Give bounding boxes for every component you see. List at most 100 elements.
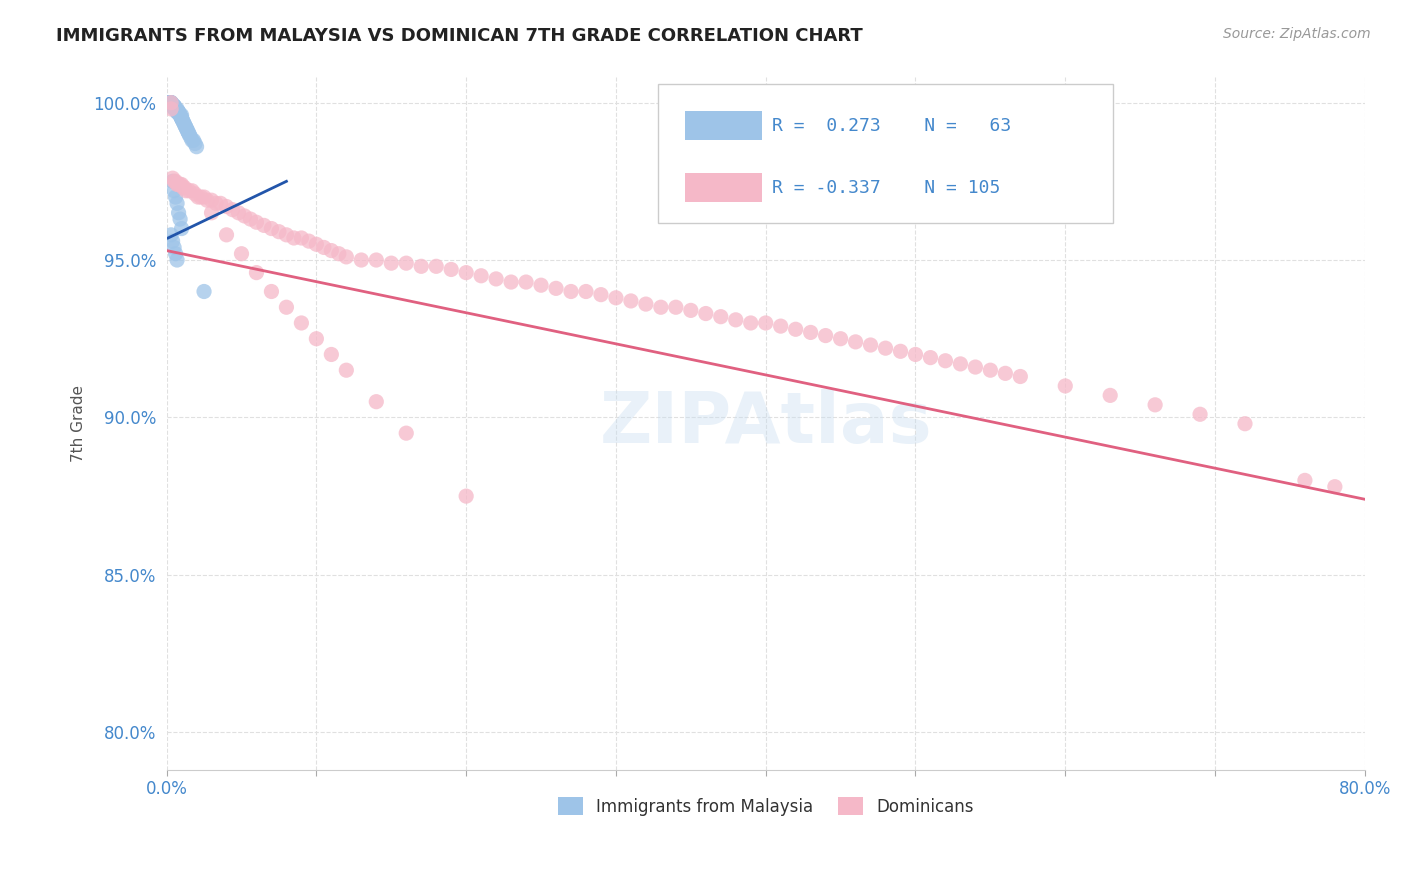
Text: R = -0.337    N = 105: R = -0.337 N = 105 bbox=[772, 179, 1000, 197]
Point bbox=[159, 95, 181, 110]
Point bbox=[276, 300, 298, 314]
Point bbox=[170, 112, 193, 126]
Point bbox=[167, 105, 190, 120]
Point bbox=[267, 225, 290, 239]
Point bbox=[173, 180, 195, 194]
Point bbox=[283, 231, 305, 245]
Point bbox=[172, 114, 194, 128]
Point bbox=[193, 285, 215, 299]
Point bbox=[172, 180, 194, 194]
Point bbox=[395, 426, 418, 441]
Point bbox=[160, 95, 183, 110]
Point bbox=[321, 347, 343, 361]
Point bbox=[221, 202, 243, 217]
Point bbox=[470, 268, 492, 283]
Point bbox=[949, 357, 972, 371]
Point bbox=[456, 489, 478, 503]
Point bbox=[335, 250, 357, 264]
Point bbox=[366, 253, 388, 268]
Point bbox=[190, 190, 212, 204]
Point bbox=[165, 102, 187, 116]
Point bbox=[163, 102, 186, 116]
Point bbox=[173, 118, 195, 132]
Point bbox=[335, 363, 357, 377]
Text: IMMIGRANTS FROM MALAYSIA VS DOMINICAN 7TH GRADE CORRELATION CHART: IMMIGRANTS FROM MALAYSIA VS DOMINICAN 7T… bbox=[56, 27, 863, 45]
Point bbox=[162, 171, 184, 186]
Point bbox=[166, 253, 188, 268]
Point bbox=[176, 124, 198, 138]
Point bbox=[167, 105, 190, 120]
Point bbox=[605, 291, 627, 305]
Point bbox=[173, 118, 195, 132]
Point bbox=[163, 99, 186, 113]
Point bbox=[159, 95, 181, 110]
Point bbox=[979, 363, 1001, 377]
Point bbox=[200, 193, 222, 207]
Point bbox=[695, 307, 717, 321]
Point bbox=[769, 319, 792, 334]
Point bbox=[170, 178, 193, 192]
Y-axis label: 7th Grade: 7th Grade bbox=[72, 385, 86, 462]
Point bbox=[157, 95, 180, 110]
Point bbox=[177, 184, 200, 198]
Point bbox=[167, 105, 190, 120]
Point bbox=[411, 260, 433, 274]
FancyBboxPatch shape bbox=[686, 111, 762, 140]
Point bbox=[560, 285, 582, 299]
Point bbox=[160, 95, 183, 110]
Point bbox=[170, 108, 193, 122]
Point bbox=[180, 130, 202, 145]
Text: ZIPAtlas: ZIPAtlas bbox=[599, 389, 932, 458]
Point bbox=[169, 178, 191, 192]
Point bbox=[181, 184, 204, 198]
Point bbox=[177, 127, 200, 141]
Point bbox=[366, 394, 388, 409]
Point bbox=[167, 178, 190, 192]
Point bbox=[276, 227, 298, 242]
Point bbox=[209, 196, 232, 211]
Point bbox=[159, 95, 181, 110]
Point bbox=[395, 256, 418, 270]
Point bbox=[162, 99, 184, 113]
Point bbox=[162, 99, 184, 113]
Point bbox=[245, 266, 267, 280]
Point bbox=[634, 297, 657, 311]
Point bbox=[177, 127, 200, 141]
Point bbox=[350, 253, 373, 268]
Point bbox=[169, 108, 191, 122]
Point bbox=[305, 332, 328, 346]
Point bbox=[965, 359, 987, 374]
Point bbox=[170, 221, 193, 235]
Point bbox=[174, 120, 197, 135]
Point bbox=[174, 184, 197, 198]
Point bbox=[160, 95, 183, 110]
Point bbox=[166, 105, 188, 120]
Point bbox=[679, 303, 702, 318]
FancyBboxPatch shape bbox=[658, 85, 1114, 223]
Point bbox=[260, 285, 283, 299]
FancyBboxPatch shape bbox=[686, 173, 762, 202]
Point bbox=[170, 112, 193, 126]
Point bbox=[165, 102, 187, 116]
Point bbox=[215, 227, 238, 242]
Point bbox=[305, 237, 328, 252]
Point bbox=[501, 275, 523, 289]
Point bbox=[163, 99, 186, 113]
Point bbox=[170, 112, 193, 126]
Point bbox=[1144, 398, 1167, 412]
Point bbox=[575, 285, 598, 299]
Point bbox=[724, 313, 747, 327]
Point bbox=[328, 246, 350, 260]
Point bbox=[162, 99, 184, 113]
Point bbox=[830, 332, 852, 346]
Text: R =  0.273    N =   63: R = 0.273 N = 63 bbox=[772, 117, 1011, 135]
Point bbox=[195, 193, 218, 207]
Legend: Immigrants from Malaysia, Dominicans: Immigrants from Malaysia, Dominicans bbox=[550, 789, 983, 824]
Point bbox=[174, 120, 197, 135]
Point bbox=[160, 227, 183, 242]
Point bbox=[321, 244, 343, 258]
Point bbox=[456, 266, 478, 280]
Point bbox=[167, 206, 190, 220]
Point bbox=[260, 221, 283, 235]
Point bbox=[755, 316, 778, 330]
